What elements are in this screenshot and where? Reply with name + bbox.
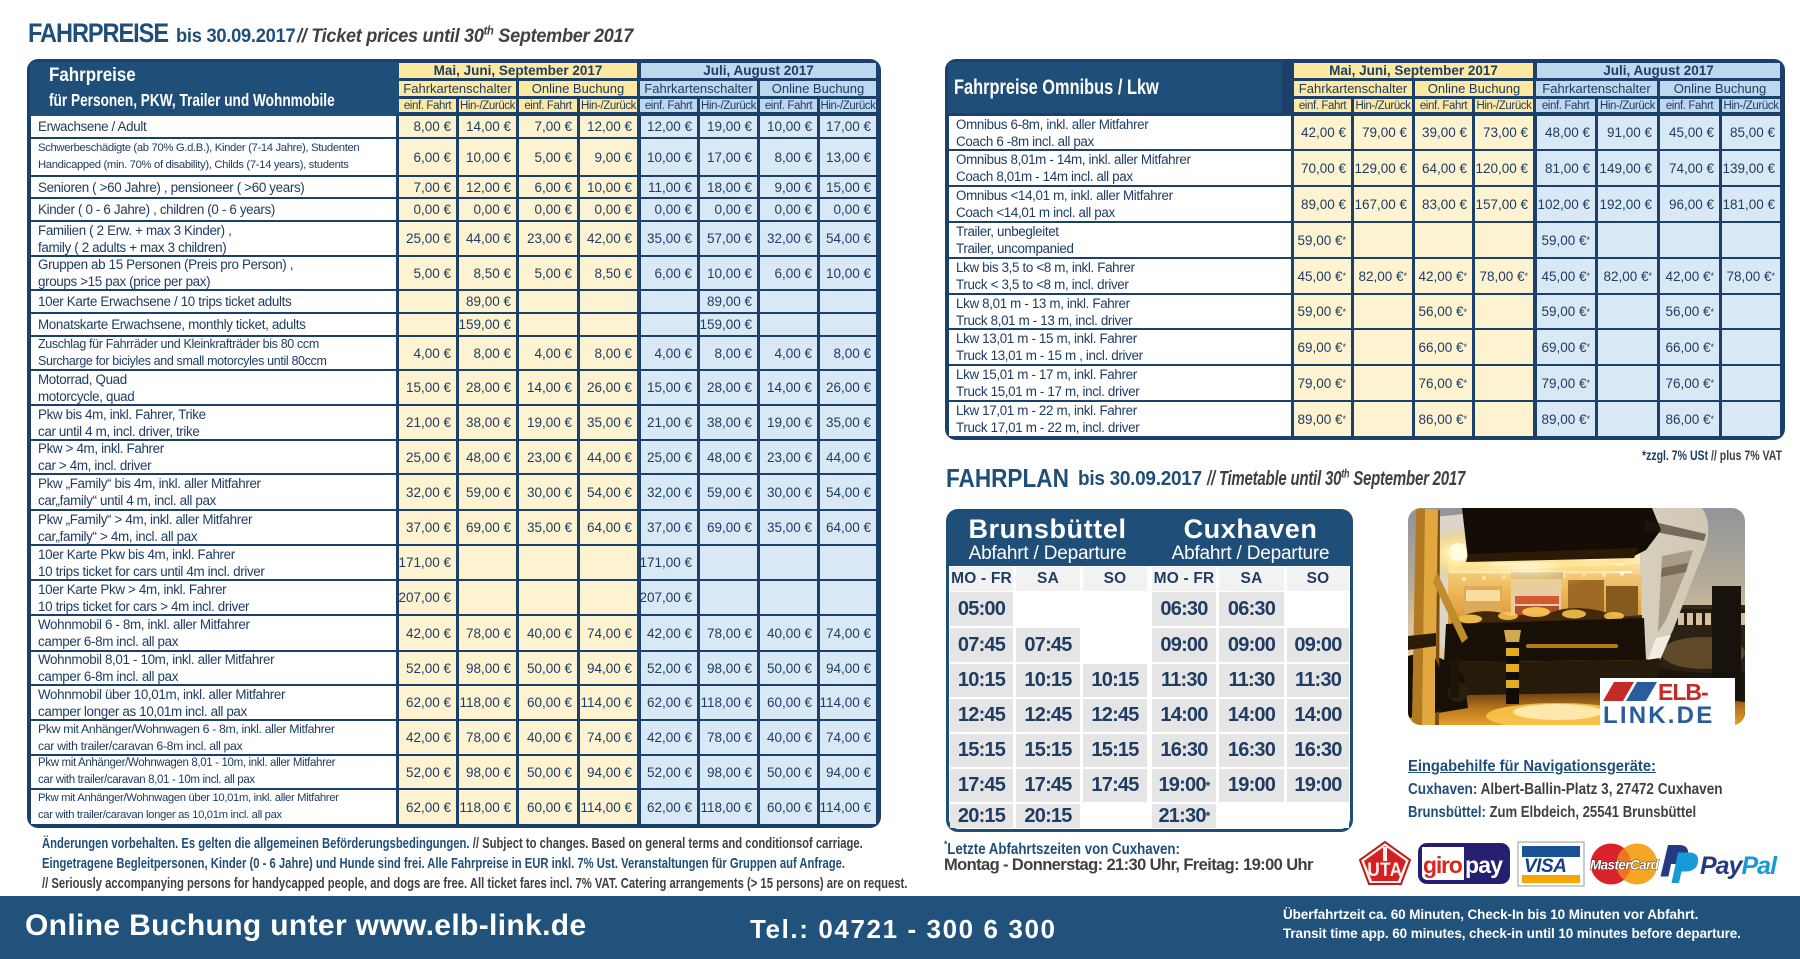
svg-text:ELB-: ELB- — [1658, 681, 1708, 705]
svg-text:giro: giro — [1423, 852, 1463, 878]
svg-text:VISA: VISA — [1524, 856, 1566, 877]
svg-text:PayPal: PayPal — [1700, 852, 1778, 880]
svg-text:LINK.DE: LINK.DE — [1603, 702, 1714, 725]
svg-text:MasterCard: MasterCard — [1590, 858, 1660, 873]
svg-text:UTA: UTA — [1367, 859, 1402, 880]
svg-text:pay: pay — [1465, 852, 1503, 878]
